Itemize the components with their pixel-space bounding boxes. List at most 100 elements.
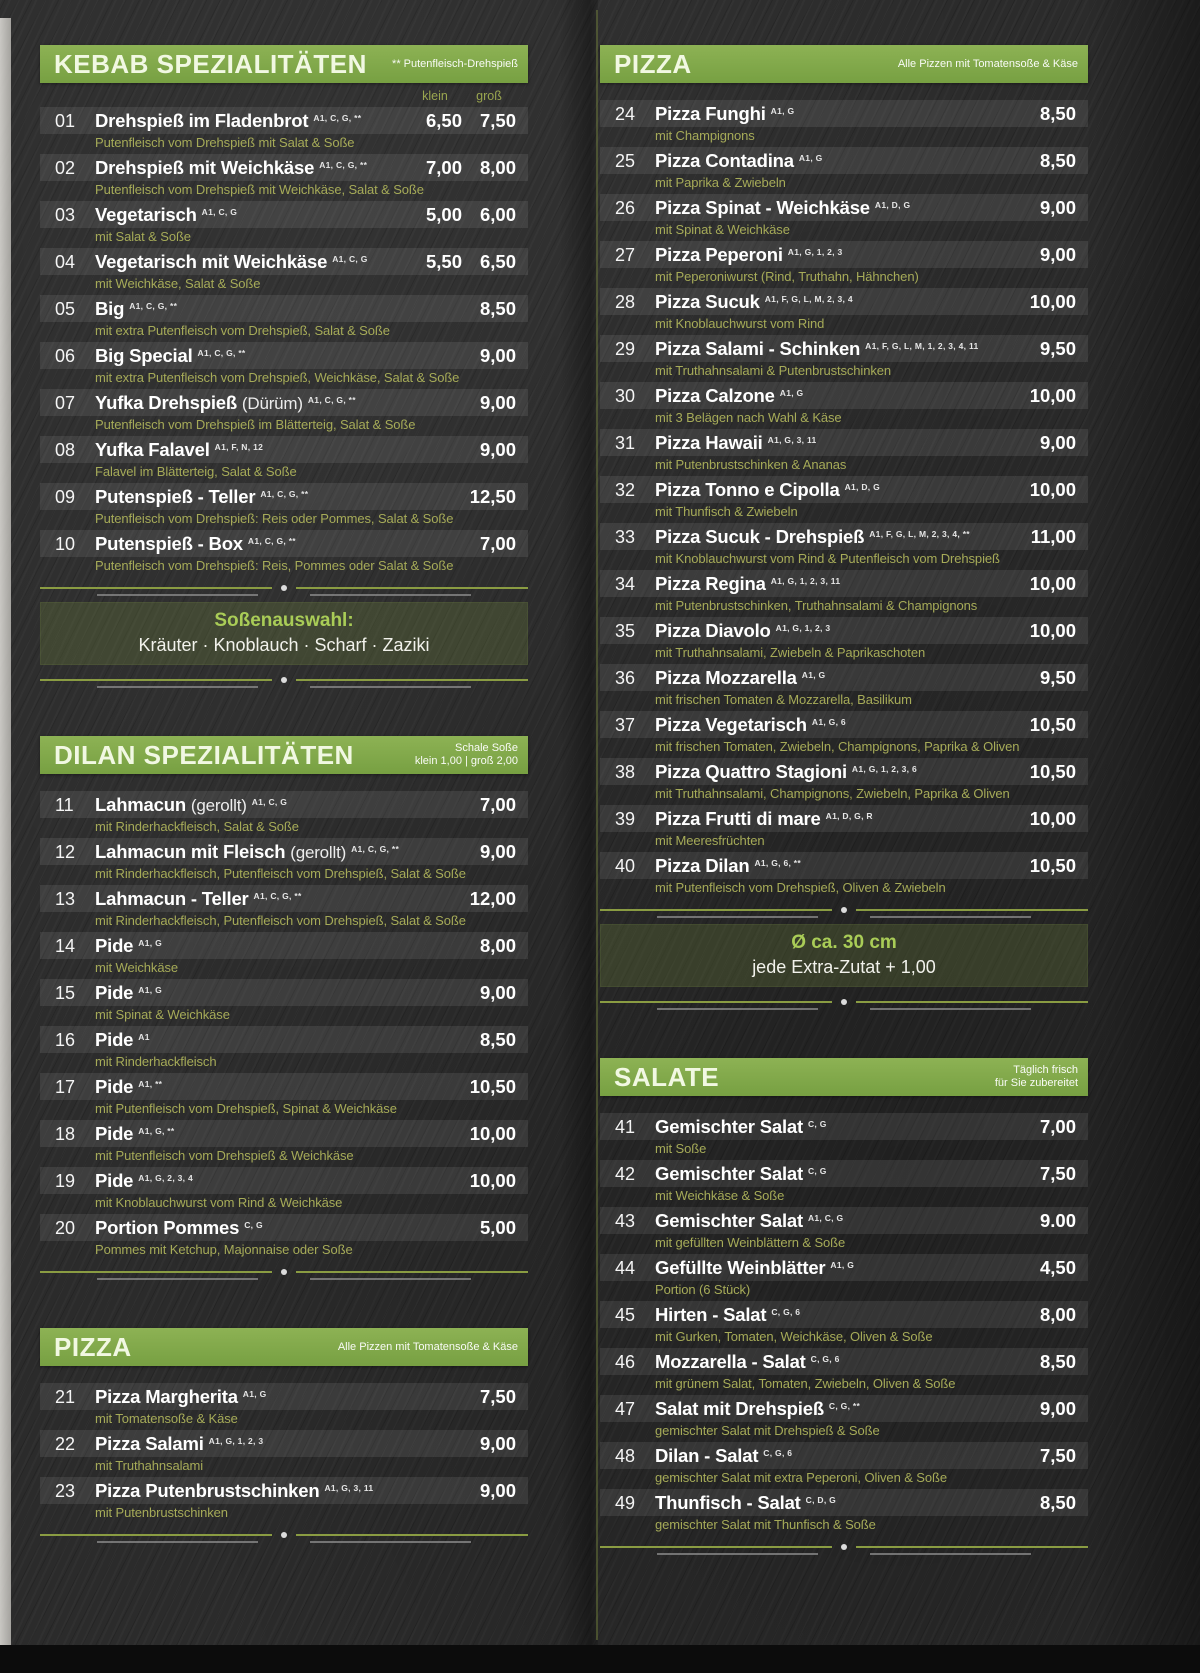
- menu-item: 12 Lahmacun mit Fleisch (gerollt) A1, C, G…: [40, 838, 528, 881]
- item-prices: 9,00: [1022, 194, 1076, 221]
- menu-item: 39 Pizza Frutti di mare A1, D, G, R 10,00 mi…: [600, 805, 1088, 848]
- divider-grey-lines: [40, 594, 528, 596]
- item-prices: 12,50: [462, 483, 516, 510]
- item-number: 20: [55, 1218, 76, 1238]
- item-name: Gemischter Salat C, G: [655, 1116, 827, 1137]
- menu-item: 24 Pizza Funghi A1, G 8,50 mit Champignons: [600, 100, 1088, 143]
- item-price: 8,50: [1039, 103, 1076, 124]
- item-number: 25: [615, 151, 636, 171]
- item-number: 28: [615, 292, 636, 312]
- divider-grey-lines: [600, 916, 1088, 918]
- item-price: 6,00: [479, 204, 516, 225]
- divider-subline: [96, 1278, 258, 1280]
- item-name: Pizza Peperoni A1, G, 1, 2, 3: [655, 244, 843, 265]
- menu-item: 22 Pizza Salami A1, G, 1, 2, 3 9,00 mit Trut…: [40, 1430, 528, 1473]
- menu-item-row: 20 Portion Pommes C, G 5,00: [40, 1214, 528, 1241]
- item-price: 9,50: [1039, 667, 1076, 688]
- item-prices: 7,50: [462, 1383, 516, 1410]
- menu-column-left: KEBAB SPEZIALITÄTEN ** Putenfleisch-Drehs…: [40, 45, 528, 1549]
- menu-item: 30 Pizza Calzone A1, G 10,00 mit 3 Belägen n…: [600, 382, 1088, 425]
- menu-item-row: 23 Pizza Putenbrustschinken A1, G, 3, 11 9,…: [40, 1477, 528, 1504]
- menu-item-row: 02 Drehspieß mit Weichkäse A1, C, G, ** 7,0…: [40, 154, 528, 181]
- item-prices: 10,50: [462, 1073, 516, 1100]
- item-prices: 7,50: [1022, 1160, 1076, 1187]
- item-name: Salat mit Drehspieß C, G, **: [655, 1398, 861, 1419]
- menu-item: 08 Yufka Falavel A1, F, N, 12 9,00 Falavel i…: [40, 436, 528, 479]
- item-prices: 10,00: [1022, 476, 1076, 503]
- item-allergen-codes: A1, C, G: [201, 207, 238, 217]
- item-prices: 10,00: [1022, 288, 1076, 315]
- item-prices: 10,00: [1022, 805, 1076, 832]
- divider-green-lines: [600, 999, 1088, 1005]
- item-description: Falavel im Blätterteig, Salat & Soße: [95, 464, 297, 479]
- item-price: 9,00: [479, 439, 516, 460]
- section-note-line: ** Putenfleisch-Drehspieß: [392, 57, 518, 70]
- menu-item-row: 35 Pizza Diavolo A1, G, 1, 2, 3 10,00: [600, 617, 1088, 644]
- item-name: Pizza Spinat - Weichkäse A1, D, G: [655, 197, 911, 218]
- menu-item-row: 45 Hirten - Salat C, G, 6 8,00: [600, 1301, 1088, 1328]
- section-note-line: Alle Pizzen mit Tomatensoße & Käse: [337, 1340, 518, 1353]
- item-number: 11: [55, 795, 74, 815]
- item-name: Drehspieß mit Weichkäse A1, C, G, **: [95, 157, 368, 178]
- item-prices: 8,50: [1022, 147, 1076, 174]
- item-number: 23: [55, 1481, 76, 1501]
- section-note-line: Täglich frisch: [1013, 1064, 1078, 1076]
- item-number: 31: [615, 433, 636, 453]
- item-price: 5,00: [425, 204, 462, 225]
- menu-item: 21 Pizza Margherita A1, G 7,50 mit Tomatenso…: [40, 1383, 528, 1426]
- item-number: 24: [615, 104, 636, 124]
- divider-subline: [310, 686, 472, 688]
- item-number: 12: [55, 842, 76, 862]
- item-description: gemischter Salat mit Drehspieß & Soße: [655, 1423, 880, 1438]
- item-allergen-codes: A1: [138, 1032, 150, 1042]
- item-number: 39: [615, 809, 636, 829]
- item-allergen-codes: A1, G: [801, 670, 826, 680]
- item-number: 40: [615, 856, 636, 876]
- item-prices: 10,00: [462, 1167, 516, 1194]
- item-description: mit Gurken, Tomaten, Weichkäse, Oliven &…: [655, 1329, 933, 1344]
- menu-item: 19 Pide A1, G, 2, 3, 4 10,00 mit Knoblauchwu…: [40, 1167, 528, 1210]
- item-prices: 10,00: [1022, 382, 1076, 409]
- item-price: 10,00: [1029, 808, 1076, 829]
- item-name: Pizza Regina A1, G, 1, 2, 3, 11: [655, 573, 841, 594]
- item-number: 46: [615, 1352, 636, 1372]
- item-prices: 7,00: [1022, 1113, 1076, 1140]
- item-number: 38: [615, 762, 636, 782]
- item-description: mit Truthahnsalami, Champignons, Zwiebel…: [655, 786, 1010, 801]
- item-prices: 10,00: [1022, 617, 1076, 644]
- menu-item: 17 Pide A1, ** 10,50 mit Putenfleisch vom Dr…: [40, 1073, 528, 1116]
- item-description: mit Truthahnsalami, Zwiebeln & Paprikasc…: [655, 645, 926, 660]
- item-price: 9,00: [1039, 244, 1076, 265]
- item-number: 02: [55, 158, 76, 178]
- item-allergen-codes: A1, C, G: [807, 1213, 844, 1223]
- item-description: mit Putenfleisch vom Drehspieß & Weichkä…: [95, 1148, 354, 1163]
- section-title: PIZZA: [54, 1331, 132, 1362]
- item-name: Vegetarisch mit Weichkäse A1, C, G: [95, 251, 368, 272]
- section-note-line: Schale Soße: [455, 742, 518, 754]
- menu-item-row: 33 Pizza Sucuk - Drehspieß A1, F, G, L, M,…: [600, 523, 1088, 550]
- page-edge-right-shade: [1085, 0, 1200, 1673]
- item-description: mit Rinderhackfleisch, Putenfleisch vom …: [95, 866, 466, 881]
- menu-section: KEBAB SPEZIALITÄTEN ** Putenfleisch-Drehs…: [40, 45, 528, 573]
- menu-item-row: 09 Putenspieß - Teller A1, C, G, ** 12,50: [40, 483, 528, 510]
- info-box: Ø ca. 30 cm jede Extra-Zutat + 1,00: [600, 924, 1088, 987]
- info-box-text: jede Extra-Zutat + 1,00: [752, 957, 936, 977]
- section-note-line: Alle Pizzen mit Tomatensoße & Käse: [897, 57, 1078, 70]
- item-name-light: (gerollt): [290, 843, 347, 862]
- menu-item: 46 Mozzarella - Salat C, G, 6 8,50 mit grüne…: [600, 1348, 1088, 1391]
- section-note-line: für Sie zubereitet: [994, 1077, 1078, 1089]
- item-name: Pizza Diavolo A1, G, 1, 2, 3: [655, 620, 831, 641]
- item-name: Pizza Funghi A1, G: [655, 103, 795, 124]
- menu-item-row: 16 Pide A1 8,50: [40, 1026, 528, 1053]
- menu-item-row: 25 Pizza Contadina A1, G 8,50: [600, 147, 1088, 174]
- item-description: Pommes mit Ketchup, Majonnaise oder Soße: [95, 1242, 353, 1257]
- item-number: 41: [615, 1117, 636, 1137]
- item-price: 10,50: [469, 1076, 516, 1097]
- item-name: Thunfisch - Salat C, D, G: [655, 1492, 837, 1513]
- item-allergen-codes: A1, C, G, **: [129, 301, 178, 311]
- item-name: Pide A1, **: [95, 1076, 163, 1097]
- divider-green-lines: [40, 677, 528, 683]
- menu-section: DILAN SPEZIALITÄTEN Schale Soße klein 1,00…: [40, 736, 528, 1257]
- item-prices: 8,50: [462, 1026, 516, 1053]
- menu-item-row: 41 Gemischter Salat C, G 7,00: [600, 1113, 1088, 1140]
